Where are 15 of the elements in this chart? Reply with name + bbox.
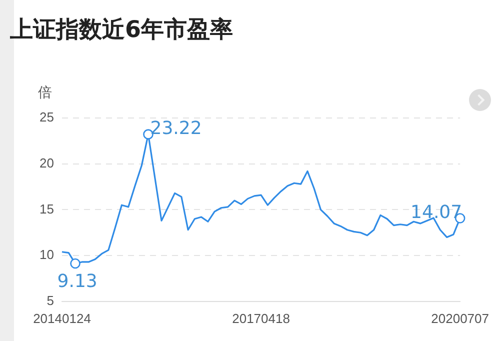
y-axis-title: 倍 [38, 84, 52, 102]
data-label: 23.22 [150, 118, 202, 139]
chart-title: 上证指数近6年市盈率 [10, 16, 234, 45]
point [70, 258, 80, 269]
y-tick-label: 5 [46, 292, 54, 308]
y-tick-label: 10 [40, 247, 54, 262]
x-tick-label: 20170418 [232, 310, 290, 326]
x-tick-label: 20140124 [33, 310, 91, 326]
x-tick-label: 20200707 [431, 310, 489, 326]
y-tick-label: 25 [40, 110, 54, 125]
point [143, 129, 154, 140]
y-tick-label: 15 [40, 201, 54, 216]
data-label: 9.13 [57, 271, 98, 292]
y-tick-label: 20 [40, 155, 54, 170]
data-label: 14.07 [410, 202, 462, 223]
